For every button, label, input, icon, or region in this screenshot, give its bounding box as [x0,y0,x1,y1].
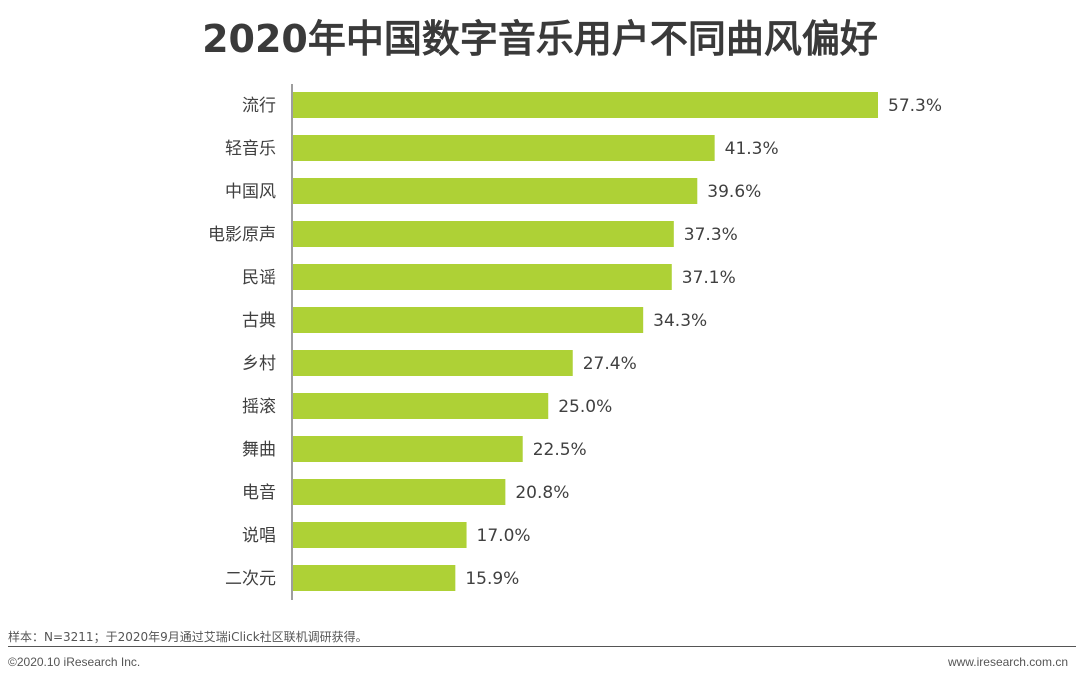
category-label: 古典 [242,311,276,331]
category-label: 二次元 [225,569,276,589]
value-label: 39.6% [707,182,761,202]
category-label: 舞曲 [242,440,276,460]
value-label: 34.3% [653,311,707,331]
footer-divider [8,646,1076,647]
value-label: 17.0% [477,526,531,546]
bar [293,221,674,247]
bar [293,350,573,376]
copyright-text: ©2020.10 iResearch Inc. [8,655,141,669]
value-label: 15.9% [465,569,519,589]
bar [293,264,672,290]
category-label: 乡村 [242,354,276,374]
bar [293,436,523,462]
category-label: 摇滚 [242,397,276,417]
bar [293,393,549,419]
value-label: 37.1% [682,268,736,288]
bar [293,92,878,118]
bar [293,565,456,591]
bar [293,178,698,204]
value-label: 20.8% [515,483,569,503]
value-label: 27.4% [583,354,637,374]
value-label: 37.3% [684,225,738,245]
value-label: 57.3% [888,96,942,116]
category-label: 流行 [242,96,276,116]
bar [293,522,467,548]
bar [293,135,715,161]
value-label: 22.5% [533,440,587,460]
value-label: 41.3% [725,139,779,159]
category-label: 轻音乐 [225,139,276,159]
category-label: 民谣 [242,268,276,288]
category-label: 电音 [242,483,276,503]
category-label: 中国风 [225,182,276,202]
bar [293,307,644,333]
value-label: 25.0% [558,397,612,417]
website-link[interactable]: www.iresearch.com.cn [947,655,1068,669]
chart-title: 2020年中国数字音乐用户不同曲风偏好 [202,17,878,61]
sample-note: 样本：N=3211；于2020年9月通过艾瑞iClick社区联机调研获得。 [8,630,368,644]
bar [293,479,506,505]
bar-chart: 流行 57.3% 轻音乐 41.3% 中国风 39.6% 电影原声 37.3% 民谣 37.1% 古… [208,84,942,600]
category-label: 电影原声 [208,225,276,245]
category-label: 说唱 [242,526,276,546]
